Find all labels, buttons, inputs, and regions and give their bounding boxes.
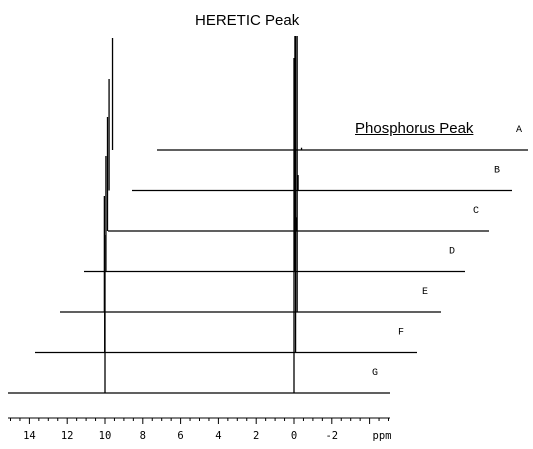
x-tick-label: 6 (177, 430, 183, 442)
x-tick-label: 8 (140, 430, 146, 442)
phosphorus-peak-annotation: Phosphorus Peak (355, 120, 474, 137)
x-tick-label: -2 (325, 430, 338, 442)
trace-label-b: B (494, 166, 500, 177)
x-tick-label: 2 (253, 430, 259, 442)
trace-label-e: E (422, 287, 428, 298)
x-axis-unit-label: ppm (373, 430, 392, 442)
trace-label-d: D (449, 247, 455, 258)
trace-label-g: G (372, 368, 378, 379)
x-tick-label: 14 (23, 430, 36, 442)
ppm-axis: 14 12 10 8 6 4 2 0 -2 ppm (8, 417, 392, 442)
trace-g: G (8, 58, 390, 394)
trace-b: B (108, 79, 512, 192)
x-tick-label: 4 (215, 430, 221, 442)
spectrum-traces: A B C D E F G (8, 36, 528, 394)
x-tick-label: 0 (291, 430, 297, 442)
trace-label-f: F (398, 328, 404, 339)
trace-f: F (35, 36, 417, 354)
trace-a: A (111, 38, 528, 151)
trace-label-a: A (516, 125, 522, 136)
x-tick-label: 10 (99, 430, 112, 442)
trace-e: E (60, 36, 441, 313)
trace-label-c: C (473, 206, 479, 217)
heretic-peak-annotation: HERETIC Peak (195, 12, 300, 29)
trace-d: D (84, 36, 465, 273)
x-tick-label: 12 (61, 430, 74, 442)
